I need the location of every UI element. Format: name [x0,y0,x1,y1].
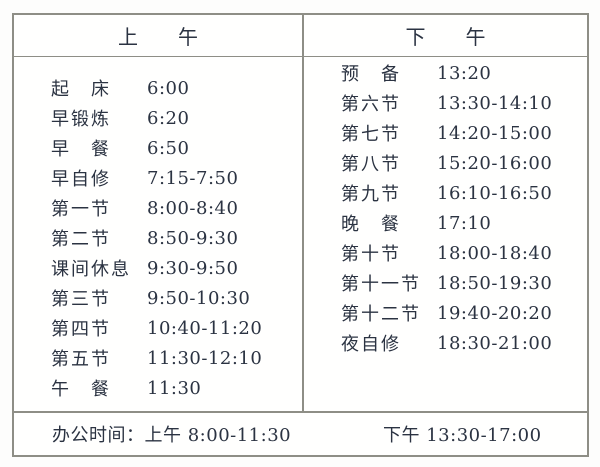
activity-label: 晚 餐 [341,214,401,235]
morning-column-header: 上 午 [14,15,304,57]
activity-label: 第六节 [341,94,401,115]
activity-time: 16:10-16:50 [437,182,553,204]
activity-label: 早 餐 [51,139,111,160]
schedule-row: 早锻炼 6:20 [51,103,302,133]
office-hours-label: 办公时间： [52,425,145,446]
schedule-row: 第一节 8:00-8:40 [51,193,302,223]
activity-time: 17:10 [437,212,492,234]
activity-label: 第十一节 [341,274,421,295]
schedule-row: 第十二节 19:40-20:20 [341,298,587,328]
activity-label: 第十二节 [341,304,421,325]
activity-label: 夜自修 [341,334,401,355]
activity-time: 7:15-7:50 [147,167,239,189]
activity-label: 第十节 [341,244,401,265]
activity-label: 课间休息 [51,259,131,280]
activity-label: 早自修 [51,169,111,190]
morning-header-label: 上 午 [118,25,208,49]
activity-label: 起 床 [51,79,111,100]
schedule-row: 午 餐 11:30 [51,373,302,403]
daily-schedule-table: 上 午 下 午 起 床 6:00 早锻炼 6:20 早 餐 6:50 早自修 7… [12,13,589,457]
activity-time: 15:20-16:00 [437,152,553,174]
office-hours-morning: 办公时间：上午 8:00-11:30 [52,421,291,447]
afternoon-column-header: 下 午 [304,15,587,57]
schedule-row: 第五节 11:30-12:10 [51,343,302,373]
activity-time: 6:50 [147,137,190,159]
schedule-row: 第十节 18:00-18:40 [341,238,587,268]
schedule-row: 第八节 15:20-16:00 [341,148,587,178]
afternoon-header-label: 下 午 [405,25,496,49]
afternoon-schedule-list: 预 备 13:20 第六节 13:30-14:10 第七节 14:20-15:0… [304,57,587,411]
schedule-row: 预 备 13:20 [341,58,587,88]
schedule-row: 第四节 10:40-11:20 [51,313,302,343]
activity-time: 6:20 [147,107,190,129]
activity-label: 第三节 [51,289,111,310]
activity-label: 第七节 [341,124,401,145]
activity-time: 8:00-8:40 [147,197,239,219]
morning-schedule-list: 起 床 6:00 早锻炼 6:20 早 餐 6:50 早自修 7:15-7:50… [14,57,304,411]
schedule-row: 第九节 16:10-16:50 [341,178,587,208]
schedule-row: 晚 餐 17:10 [341,208,587,238]
activity-time: 19:40-20:20 [437,302,553,324]
schedule-row: 第七节 14:20-15:00 [341,118,587,148]
activity-time: 18:50-19:30 [437,272,553,294]
schedule-row: 夜自修 18:30-21:00 [341,328,587,358]
activity-label: 预 备 [341,64,401,85]
schedule-row: 起 床 6:00 [51,73,302,103]
activity-label: 第五节 [51,349,111,370]
activity-label: 第一节 [51,199,111,220]
activity-time: 13:30-14:10 [437,92,553,114]
schedule-row: 第六节 13:30-14:10 [341,88,587,118]
activity-label: 午 餐 [51,379,111,400]
activity-time: 14:20-15:00 [437,122,553,144]
office-hours-row: 办公时间：上午 8:00-11:30 下午 13:30-17:00 [14,411,587,455]
activity-time: 11:30 [147,377,202,399]
activity-time: 9:30-9:50 [147,257,239,279]
activity-label: 第二节 [51,229,111,250]
schedule-row: 第十一节 18:50-19:30 [341,268,587,298]
activity-time: 9:50-10:30 [147,287,251,309]
activity-label: 早锻炼 [51,109,111,130]
activity-label: 第九节 [341,184,401,205]
activity-label: 第四节 [51,319,111,340]
schedule-row: 第三节 9:50-10:30 [51,283,302,313]
activity-time: 18:30-21:00 [437,332,553,354]
schedule-row: 课间休息 9:30-9:50 [51,253,302,283]
schedule-row: 早 餐 6:50 [51,133,302,163]
schedule-row: 早自修 7:15-7:50 [51,163,302,193]
activity-time: 18:00-18:40 [437,242,553,264]
activity-time: 10:40-11:20 [147,317,263,339]
activity-time: 13:20 [437,62,492,84]
office-hours-afternoon: 下午 13:30-17:00 [383,425,542,446]
schedule-row: 第二节 8:50-9:30 [51,223,302,253]
activity-time: 8:50-9:30 [147,227,239,249]
activity-label: 第八节 [341,154,401,175]
office-hours-morning-time: 上午 8:00-11:30 [144,425,292,446]
activity-time: 6:00 [147,77,190,99]
activity-time: 11:30-12:10 [147,347,263,369]
